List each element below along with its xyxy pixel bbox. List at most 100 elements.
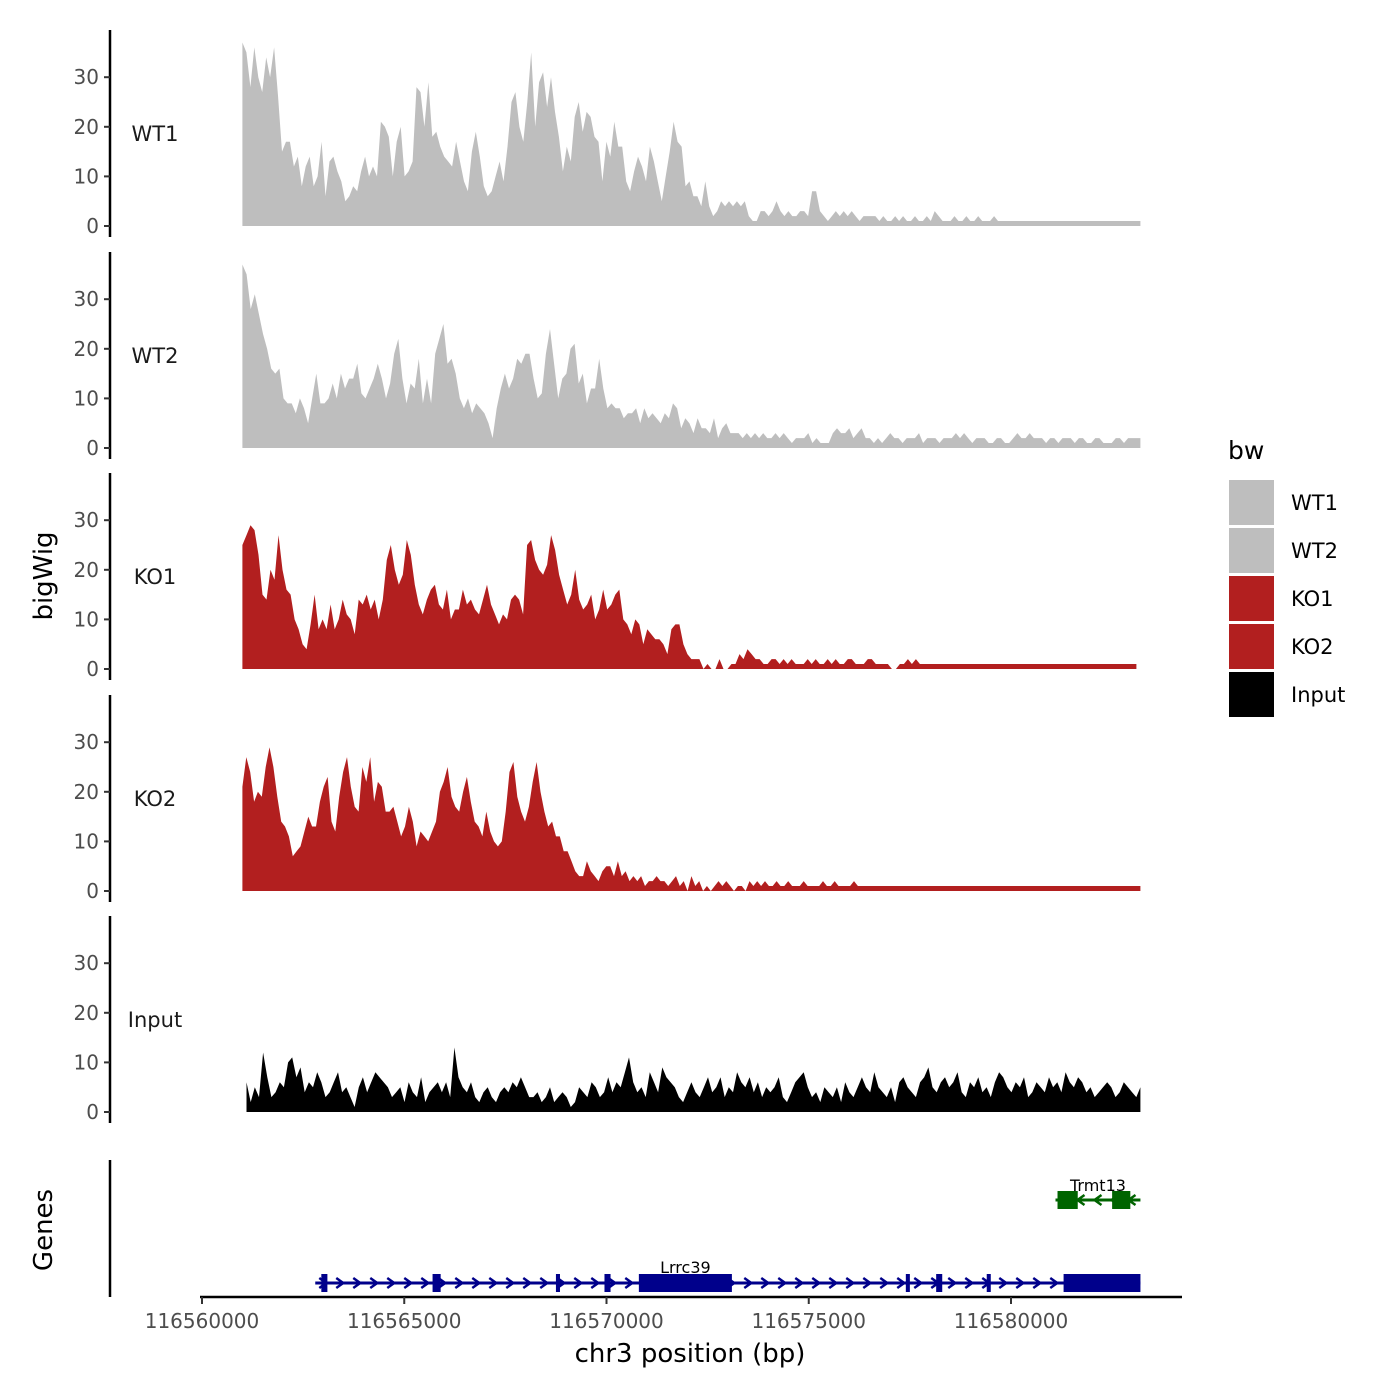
y-tick-label: 20: [74, 115, 99, 139]
area-wt1: [242, 42, 1141, 226]
y-tick-label: 20: [74, 1001, 99, 1025]
genes-axis-title: Genes: [29, 1189, 59, 1271]
strand-arrow: [1015, 1276, 1026, 1290]
y-tick-label: 20: [74, 780, 99, 804]
strand-arrow: [522, 1276, 533, 1290]
y-tick-label: 0: [86, 879, 99, 903]
legend-item-wt2: WT2: [1229, 528, 1338, 573]
strand-arrow: [964, 1276, 975, 1290]
strand-arrow: [403, 1276, 414, 1290]
legend-item-ko2: KO2: [1229, 624, 1334, 669]
gene-exon: [638, 1274, 732, 1292]
legend-key: [1229, 480, 1274, 525]
panel-wt2: 0 10 20 30 WT2: [74, 252, 1141, 460]
legend-title: bw: [1228, 436, 1264, 465]
strand-arrow: [386, 1276, 397, 1290]
strand-arrow: [369, 1276, 380, 1290]
x-tick-label: 116580000: [954, 1309, 1069, 1333]
panel-ko1: 0 10 20 30 KO1: [74, 473, 1137, 681]
strand-arrow: [760, 1276, 771, 1290]
strand-arrow: [896, 1276, 907, 1290]
strand-arrow: [352, 1276, 363, 1290]
x-tick-label: 116570000: [549, 1309, 664, 1333]
gene-exon: [1063, 1274, 1141, 1292]
y-tick-label: 10: [74, 164, 99, 188]
x-tick-label: 116565000: [347, 1309, 462, 1333]
strand-arrow: [335, 1276, 346, 1290]
strand-arrow: [573, 1276, 584, 1290]
strand-arrow: [471, 1276, 482, 1290]
y-tick-label: 10: [74, 1050, 99, 1074]
legend-key: [1229, 528, 1274, 573]
y-tick-label: 10: [74, 829, 99, 853]
gene-trmt13: Trmt13: [1055, 1176, 1141, 1209]
panel-ko2: 0 10 20 30 KO2: [74, 695, 1141, 903]
strand-arrow: [539, 1276, 550, 1290]
y-tick-label: 20: [74, 558, 99, 582]
gene-exon: [986, 1274, 991, 1292]
strand-arrow: [777, 1276, 788, 1290]
strand-arrow: [590, 1276, 601, 1290]
legend-item-ko1: KO1: [1229, 576, 1334, 621]
facet-label-input: Input: [128, 1008, 182, 1032]
genes-panel: Trmt13 Lrrc39: [108, 1160, 1141, 1297]
legend-label: KO1: [1291, 587, 1334, 611]
strand-arrow: [743, 1276, 754, 1290]
y-tick-label: 0: [86, 1100, 99, 1124]
gene-exon: [1112, 1191, 1131, 1209]
gene-exon: [321, 1274, 328, 1292]
strand-arrow: [505, 1276, 516, 1290]
legend-label: WT1: [1291, 491, 1338, 515]
x-tick-label: 116560000: [145, 1309, 260, 1333]
legend-key: [1229, 624, 1274, 669]
facet-label-ko1: KO1: [134, 565, 177, 589]
gene-exon: [555, 1274, 560, 1292]
strand-arrow: [879, 1276, 890, 1290]
strand-arrow: [845, 1276, 856, 1290]
gene-exon: [905, 1274, 910, 1292]
area-ko1: [242, 525, 1137, 669]
legend-label: Input: [1291, 683, 1345, 707]
y-tick-label: 30: [74, 951, 99, 975]
y-tick-label: 0: [86, 436, 99, 460]
facet-label-wt1: WT1: [132, 122, 179, 146]
strand-arrow: [454, 1276, 465, 1290]
legend-item-input: Input: [1229, 672, 1345, 717]
strand-arrow: [420, 1276, 431, 1290]
y-tick-label: 30: [74, 508, 99, 532]
signal-panels: 0 10 20 30 WT1 0 10 20 30 WT2 0 10 20 30 KO1 0 10 20 30 KO2…: [74, 30, 1141, 1124]
panel-wt1: 0 10 20 30 WT1: [74, 30, 1141, 238]
panel-input: 0 10 20 30 Input: [74, 916, 1141, 1124]
y-tick-label: 20: [74, 337, 99, 361]
strand-arrow: [1092, 1193, 1103, 1207]
gene-label-lrrc39: Lrrc39: [660, 1258, 711, 1277]
strand-arrow: [828, 1276, 839, 1290]
area-ko2: [242, 747, 1141, 891]
strand-arrow: [862, 1276, 873, 1290]
y-axis-title: bigWig: [29, 531, 59, 620]
strand-arrow: [811, 1276, 822, 1290]
legend-item-wt1: WT1: [1229, 480, 1338, 525]
y-tick-label: 30: [74, 287, 99, 311]
y-tick-label: 10: [74, 386, 99, 410]
gene-lrrc39: Lrrc39: [315, 1258, 1141, 1292]
y-tick-label: 10: [74, 607, 99, 631]
legend-label: KO2: [1291, 635, 1334, 659]
area-input: [246, 1047, 1141, 1112]
y-tick-label: 30: [74, 730, 99, 754]
strand-arrow: [1049, 1276, 1060, 1290]
strand-arrow: [624, 1276, 635, 1290]
gene-exon: [432, 1274, 441, 1292]
x-axis: 116560000 116565000 116570000 116575000 1165…: [145, 1295, 1182, 1333]
area-wt2: [242, 264, 1141, 448]
strand-arrow: [947, 1276, 958, 1290]
strand-arrow: [1032, 1276, 1043, 1290]
legend-label: WT2: [1291, 539, 1338, 563]
strand-arrow: [607, 1276, 618, 1290]
gene-label-trmt13: Trmt13: [1069, 1176, 1126, 1195]
strand-arrow: [998, 1276, 1009, 1290]
gene-exon: [936, 1274, 943, 1292]
strand-arrow: [794, 1276, 805, 1290]
strand-arrow: [913, 1276, 924, 1290]
